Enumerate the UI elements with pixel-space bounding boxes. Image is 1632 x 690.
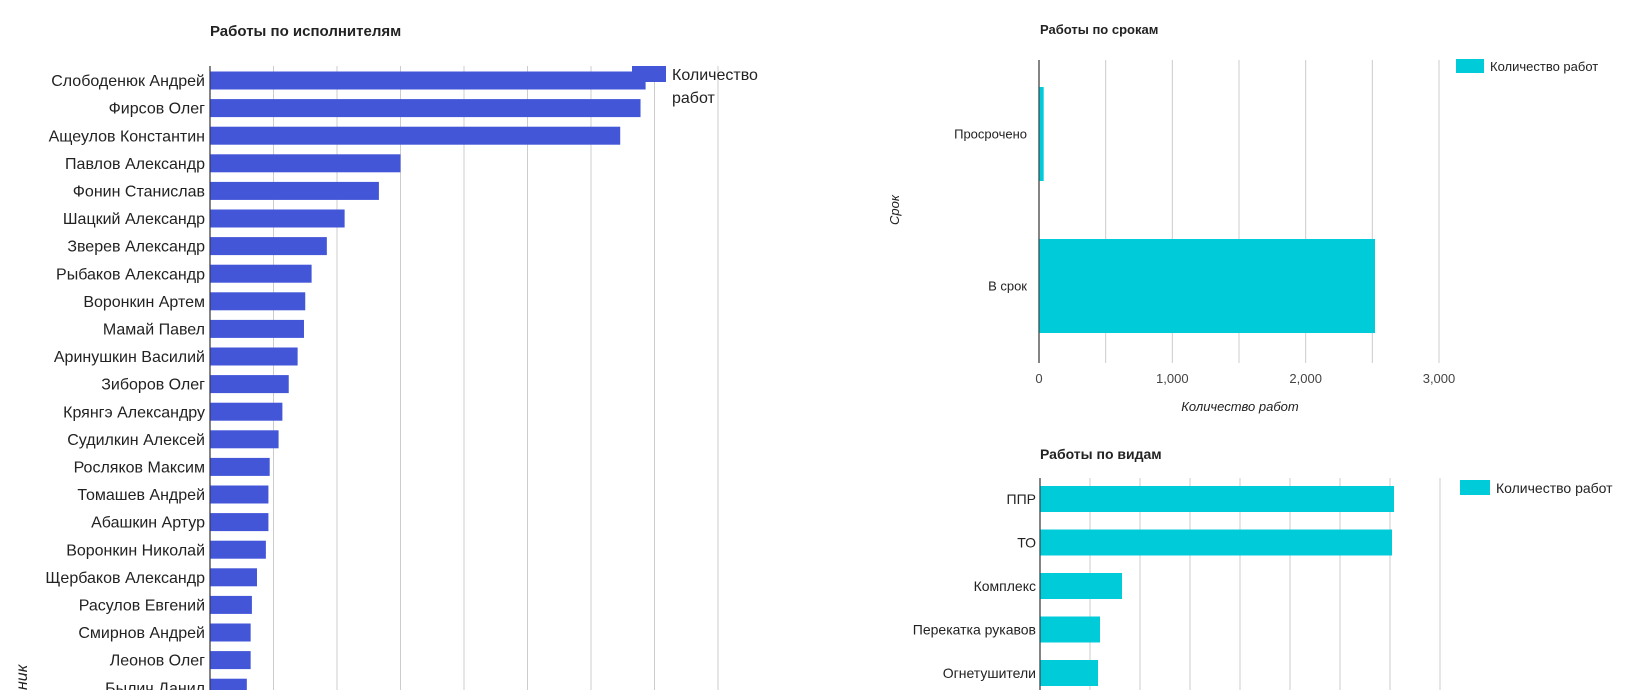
c1-category-label: Воронкин Николай [66, 542, 205, 559]
c1-bar [210, 513, 269, 532]
c1-bar [210, 71, 646, 90]
c3-category-label: Комплекс [974, 578, 1036, 594]
c1-category-label: Щербаков Александр [45, 570, 205, 587]
executors-chart: Работы по исполнителям Слободенюк Андрей… [14, 23, 758, 690]
c1-category-label: Росляков Максим [74, 460, 205, 477]
types-legend-swatch [1460, 480, 1490, 495]
c1-category-label: Мамай Павел [103, 322, 205, 339]
c2-category-label: Просрочено [954, 127, 1027, 142]
executors-legend-swatch [632, 66, 666, 82]
c3-bar [1040, 529, 1392, 556]
types-chart-title: Работы по видам [1040, 446, 1162, 462]
c1-bar [210, 237, 327, 256]
c1-category-label: Фонин Станислав [73, 184, 205, 201]
c1-bar [210, 485, 269, 504]
c2-category-label: В срок [988, 279, 1027, 294]
c2-bar [1039, 239, 1375, 333]
c1-category-label: Слободенюк Андрей [51, 73, 205, 90]
c1-category-label: Рыбаков Александр [56, 266, 205, 283]
c1-category-label: Смирнов Андрей [78, 625, 205, 642]
deadlines-chart-title: Работы по срокам [1040, 22, 1158, 37]
c1-category-label: Былич Данил [105, 680, 205, 690]
c1-category-label: Крянгэ Александру [63, 404, 205, 421]
executors-chart-title: Работы по исполнителям [210, 23, 401, 40]
c1-bar [210, 154, 401, 173]
c1-bar [210, 402, 283, 421]
c1-category-label: Расулов Евгений [79, 598, 205, 615]
deadlines-x-tick-label: 2,000 [1289, 371, 1322, 386]
c1-category-label: Аринушкин Василий [54, 349, 205, 366]
c1-bar [210, 264, 312, 283]
executors-y-axis-label: ник [14, 663, 31, 690]
deadlines-chart: Работы по срокам Просрочено В срок 0 1,000… [887, 22, 1598, 414]
deadlines-x-tick-label: 1,000 [1156, 371, 1189, 386]
deadlines-x-axis-label: Количество работ [1181, 399, 1299, 414]
c1-bar [210, 319, 304, 338]
c1-bar [210, 540, 266, 559]
c3-bar [1040, 573, 1122, 599]
c3-category-label: Перекатка рукавов [913, 621, 1036, 637]
executors-legend-line-1: Количество [672, 67, 758, 84]
c1-category-label: Судилкин Алексей [67, 432, 205, 449]
c1-category-label: Зверев Александр [67, 239, 205, 256]
c1-bar [210, 292, 306, 311]
c1-category-label: Зиборов Олег [101, 377, 205, 394]
c1-bar [210, 209, 345, 228]
c1-bar [210, 375, 289, 394]
deadlines-legend-swatch [1456, 59, 1484, 73]
c1-bar [210, 126, 621, 145]
deadlines-y-axis-label: Срок [887, 194, 902, 225]
deadlines-x-tick-label: 3,000 [1423, 371, 1456, 386]
c1-bar [210, 651, 251, 670]
c1-bar [210, 347, 298, 366]
c1-category-label: Абашкин Артур [91, 515, 205, 532]
c1-bar [210, 99, 641, 118]
c2-bar [1039, 87, 1044, 181]
executors-legend-line-2: работ [672, 90, 716, 107]
c3-bar [1040, 616, 1100, 643]
c1-category-label: Павлов Александр [65, 156, 205, 173]
c1-bar [210, 623, 251, 642]
c1-bar [210, 568, 257, 587]
c1-category-label: Ащеулов Константин [49, 128, 205, 145]
types-legend-label: Количество работ [1496, 480, 1613, 496]
c1-category-label: Томашев Андрей [77, 487, 205, 504]
types-chart: Работы по видам ППР ТО Комплекс Перекатка р… [913, 446, 1613, 690]
deadlines-legend-label: Количество работ [1490, 59, 1598, 74]
c3-bar [1040, 660, 1098, 686]
c1-bar [210, 430, 279, 449]
c1-bar [210, 457, 270, 476]
c1-category-label: Леонов Олег [110, 653, 205, 670]
c1-bar [210, 595, 252, 614]
c1-category-label: Воронкин Артем [83, 294, 205, 311]
c3-bar [1040, 486, 1394, 512]
c3-category-label: ППР [1007, 491, 1036, 507]
c1-bar [210, 678, 247, 690]
deadlines-x-tick-label: 0 [1035, 371, 1042, 386]
c3-category-label: ТО [1017, 534, 1036, 550]
c1-category-label: Фирсов Олег [109, 101, 206, 118]
c3-category-label: Огнетушители [943, 665, 1036, 681]
c1-bar [210, 181, 379, 200]
c1-category-label: Шацкий Александр [63, 211, 205, 228]
